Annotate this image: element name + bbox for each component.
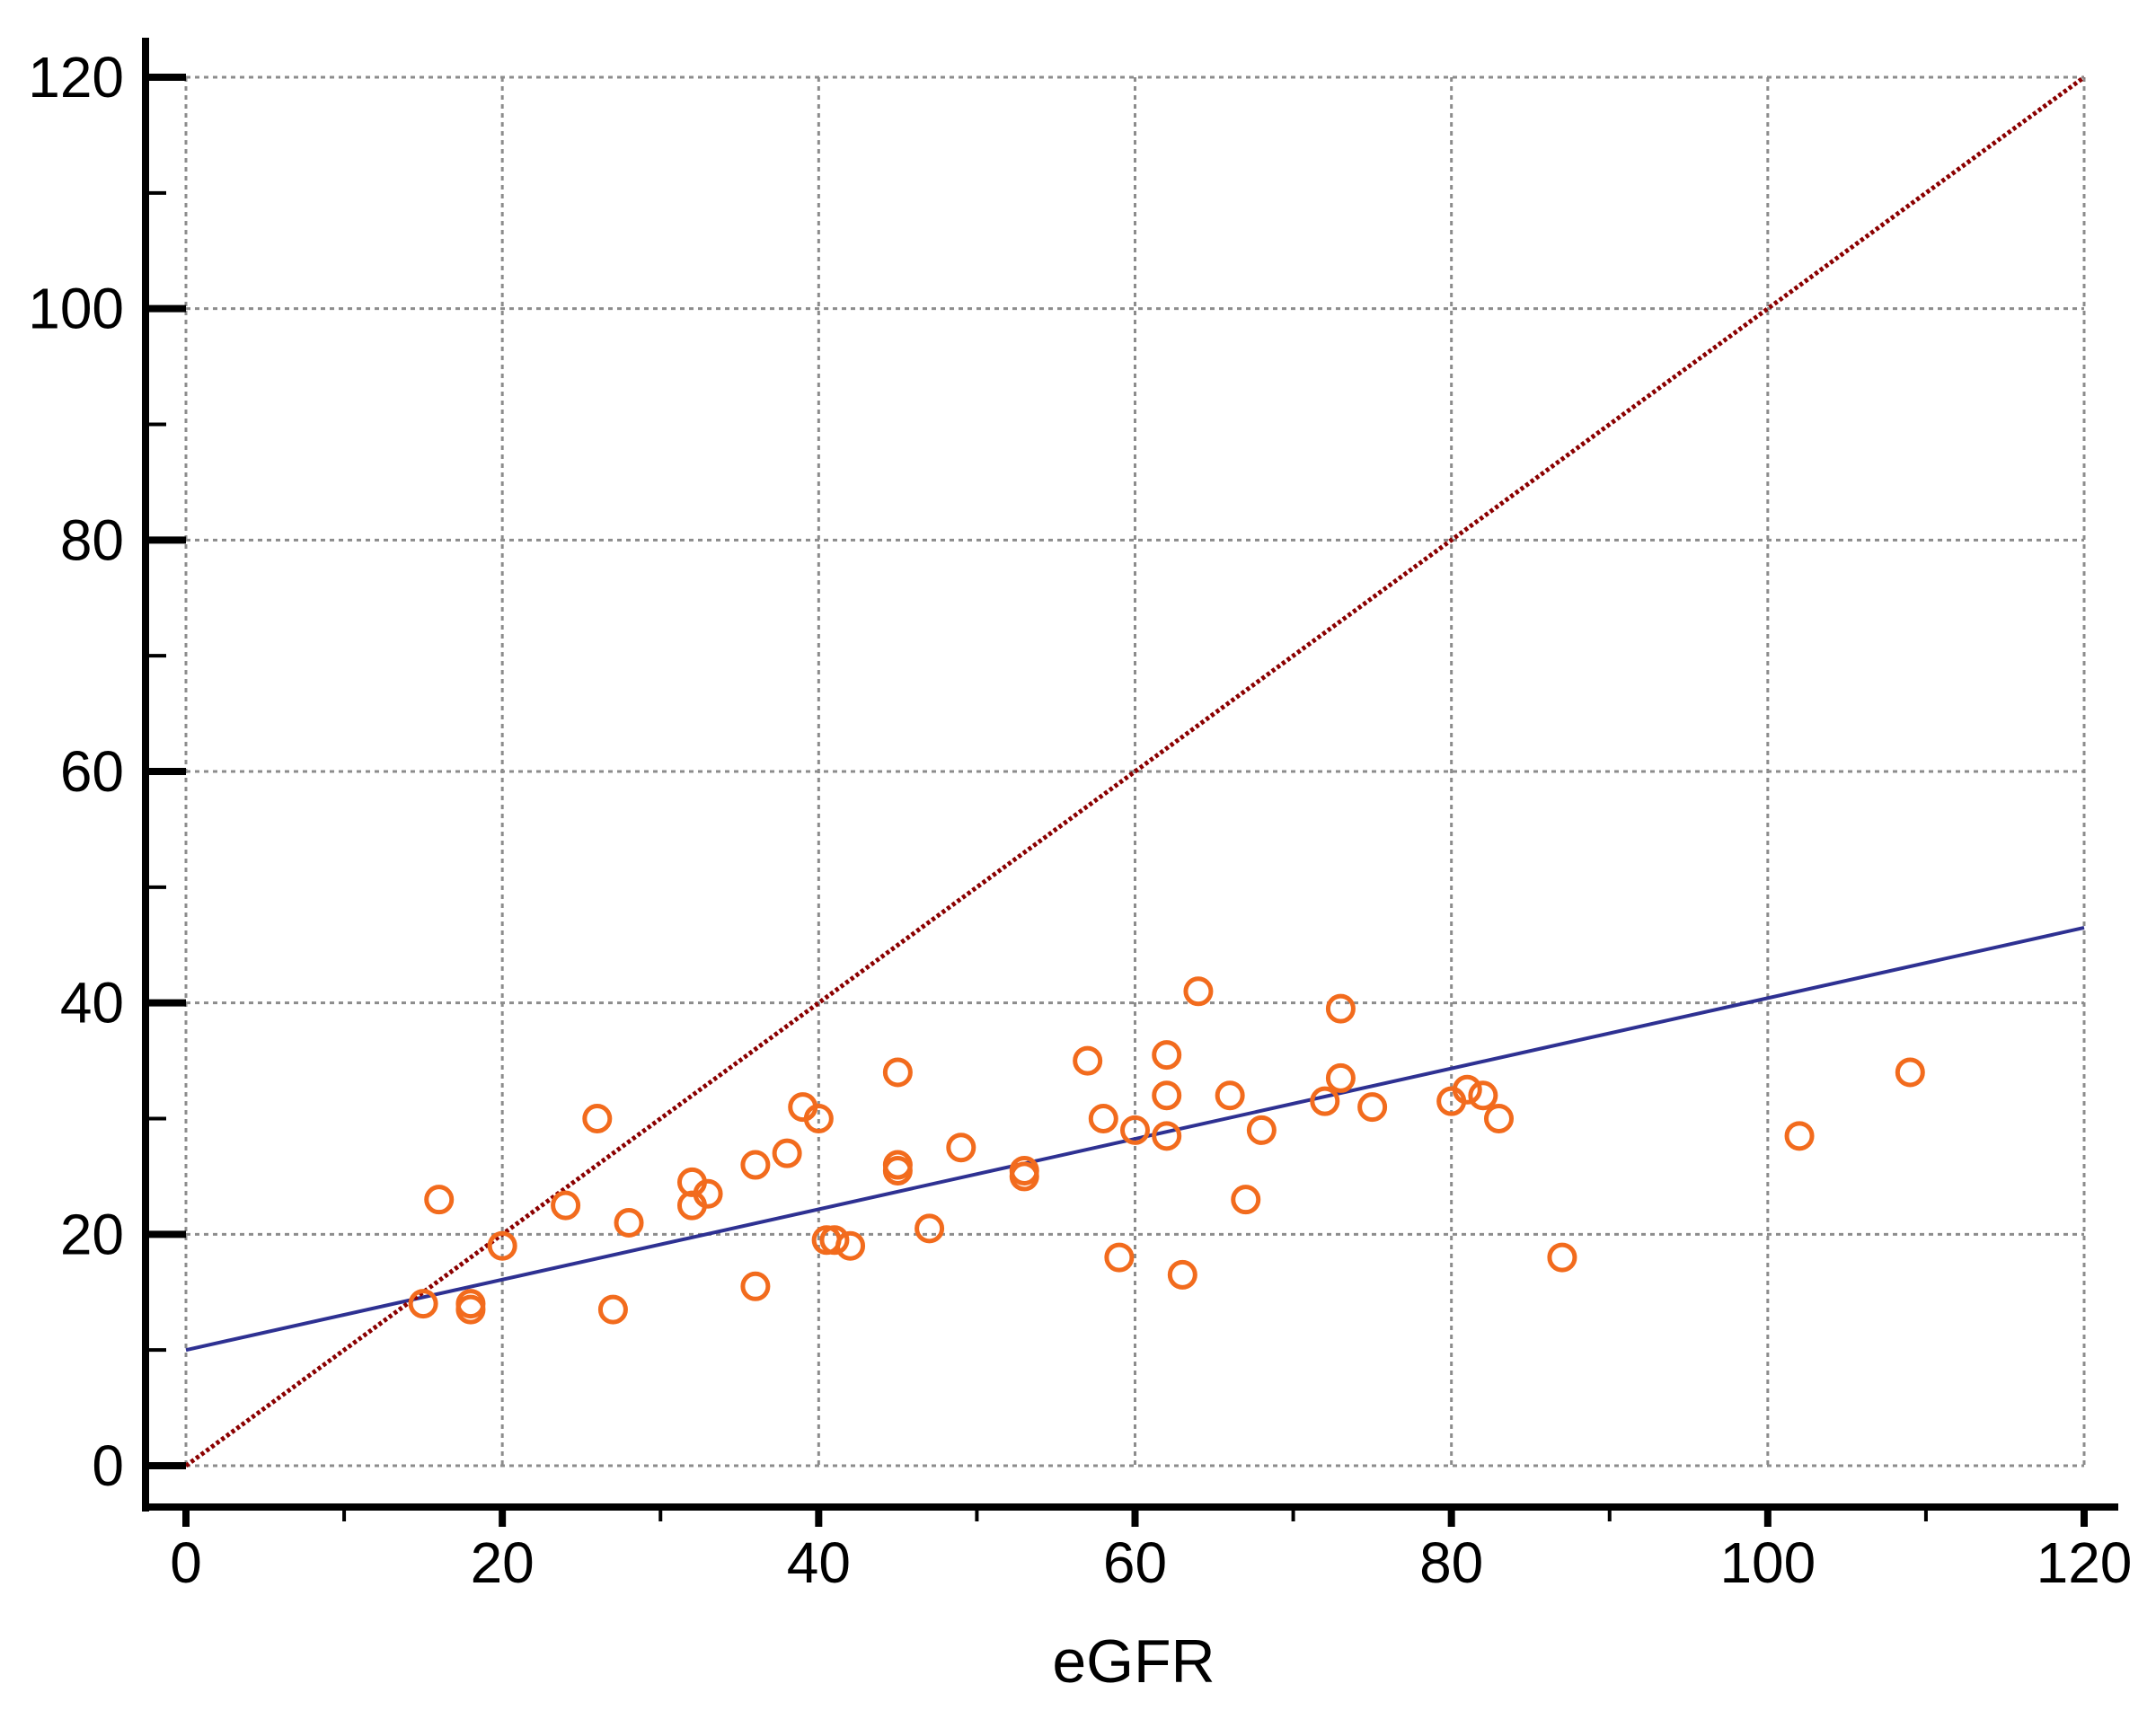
scatter-point — [882, 1155, 913, 1186]
scatter-point — [1104, 1242, 1135, 1273]
regression-line — [185, 925, 2085, 1353]
scatter-point — [1073, 1045, 1103, 1076]
scatter-point — [455, 1294, 486, 1325]
y-tick-label: 60 — [60, 739, 124, 804]
scatter-point — [1183, 976, 1214, 1007]
scatter-point — [740, 1271, 771, 1301]
x-tick-label: 0 — [170, 1530, 202, 1595]
scatter-point — [1088, 1104, 1118, 1133]
scatter-point — [803, 1104, 834, 1133]
y-tick-label: 120 — [28, 45, 124, 110]
scatter-point — [424, 1185, 455, 1215]
scatter-point — [1784, 1121, 1815, 1151]
scatter-point — [487, 1230, 517, 1261]
x-tick-label: 80 — [1419, 1530, 1483, 1595]
scatter-point — [1357, 1092, 1388, 1123]
scatter-point — [1120, 1115, 1150, 1145]
scatter-point — [597, 1294, 628, 1325]
y-tick-label: 0 — [92, 1433, 124, 1498]
scatter-point — [1483, 1104, 1514, 1133]
scatter-point — [1895, 1057, 1925, 1088]
y-ticks: 0 20 40 60 80 100 120 — [28, 45, 186, 1498]
y-tick-label: 40 — [60, 971, 124, 1036]
y-tick-label: 100 — [28, 277, 124, 341]
y-tick-label: 80 — [60, 507, 124, 572]
scatter-point — [1215, 1080, 1245, 1111]
x-tick-label: 40 — [787, 1530, 851, 1595]
scatter-point — [835, 1230, 866, 1261]
scatter-point — [1310, 1086, 1340, 1116]
x-tick-label: 120 — [2037, 1530, 2133, 1595]
scatter-point — [1167, 1259, 1197, 1290]
x-ticks: 0 20 40 60 80 100 120 — [170, 1507, 2132, 1595]
scatter-point — [946, 1133, 976, 1163]
scatter-point — [1468, 1080, 1498, 1111]
scatter-points — [408, 976, 1925, 1325]
x-axis-title: eGFR — [1052, 1627, 1215, 1696]
y-tick-label: 20 — [60, 1202, 124, 1266]
scatter-point — [740, 1150, 771, 1180]
scatter-point — [693, 1178, 723, 1209]
scatter-point — [551, 1190, 581, 1221]
scatter-point — [819, 1225, 850, 1256]
scatter-point — [915, 1213, 945, 1244]
x-tick-label: 20 — [471, 1530, 535, 1595]
scatter-point — [1325, 1062, 1356, 1093]
scatter-point — [1152, 1080, 1182, 1111]
scatter-point — [614, 1207, 644, 1238]
scatter-point — [1231, 1185, 1261, 1215]
scatter-point — [1152, 1040, 1182, 1071]
scatter-point — [1152, 1121, 1182, 1151]
x-tick-label: 60 — [1103, 1530, 1167, 1595]
scatter-point — [408, 1289, 438, 1319]
scatter-point — [1547, 1242, 1577, 1273]
scatter-point — [582, 1104, 613, 1133]
x-tick-label: 100 — [1719, 1530, 1816, 1595]
scatter-point — [1452, 1074, 1482, 1105]
scatter-point — [1246, 1115, 1277, 1145]
scatter-point — [772, 1138, 802, 1168]
scatter-point — [882, 1057, 913, 1088]
scatter-point — [1325, 993, 1356, 1024]
scatter-point — [1009, 1161, 1039, 1192]
